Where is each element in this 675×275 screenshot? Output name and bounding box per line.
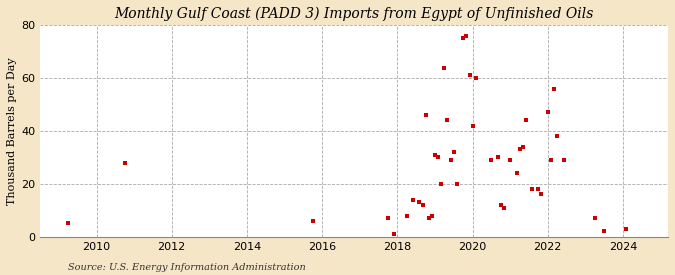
- Point: [526, 187, 537, 191]
- Point: [402, 213, 412, 218]
- Point: [514, 147, 525, 152]
- Text: Source: U.S. Energy Information Administration: Source: U.S. Energy Information Administ…: [68, 263, 305, 272]
- Point: [511, 171, 522, 175]
- Point: [119, 161, 130, 165]
- Point: [383, 216, 394, 220]
- Point: [542, 110, 553, 115]
- Point: [467, 123, 478, 128]
- Point: [620, 227, 631, 231]
- Point: [589, 216, 600, 220]
- Point: [536, 192, 547, 197]
- Point: [599, 229, 610, 233]
- Point: [423, 216, 434, 220]
- Point: [446, 158, 456, 162]
- Point: [307, 219, 318, 223]
- Point: [433, 155, 443, 160]
- Point: [427, 213, 437, 218]
- Point: [436, 182, 447, 186]
- Point: [448, 150, 459, 154]
- Point: [420, 113, 431, 117]
- Point: [63, 221, 74, 226]
- Point: [389, 232, 400, 236]
- Point: [439, 65, 450, 70]
- Point: [533, 187, 544, 191]
- Point: [464, 73, 475, 78]
- Point: [551, 134, 562, 139]
- Point: [417, 203, 428, 207]
- Point: [461, 34, 472, 38]
- Point: [495, 203, 506, 207]
- Point: [558, 158, 569, 162]
- Point: [414, 200, 425, 205]
- Point: [470, 76, 481, 80]
- Point: [498, 205, 509, 210]
- Point: [429, 153, 440, 157]
- Point: [492, 155, 503, 160]
- Point: [452, 182, 462, 186]
- Point: [545, 158, 556, 162]
- Point: [517, 145, 528, 149]
- Point: [442, 118, 453, 123]
- Y-axis label: Thousand Barrels per Day: Thousand Barrels per Day: [7, 57, 17, 205]
- Point: [520, 118, 531, 123]
- Title: Monthly Gulf Coast (PADD 3) Imports from Egypt of Unfinished Oils: Monthly Gulf Coast (PADD 3) Imports from…: [114, 7, 594, 21]
- Point: [486, 158, 497, 162]
- Point: [458, 36, 468, 41]
- Point: [549, 87, 560, 91]
- Point: [505, 158, 516, 162]
- Point: [408, 197, 418, 202]
